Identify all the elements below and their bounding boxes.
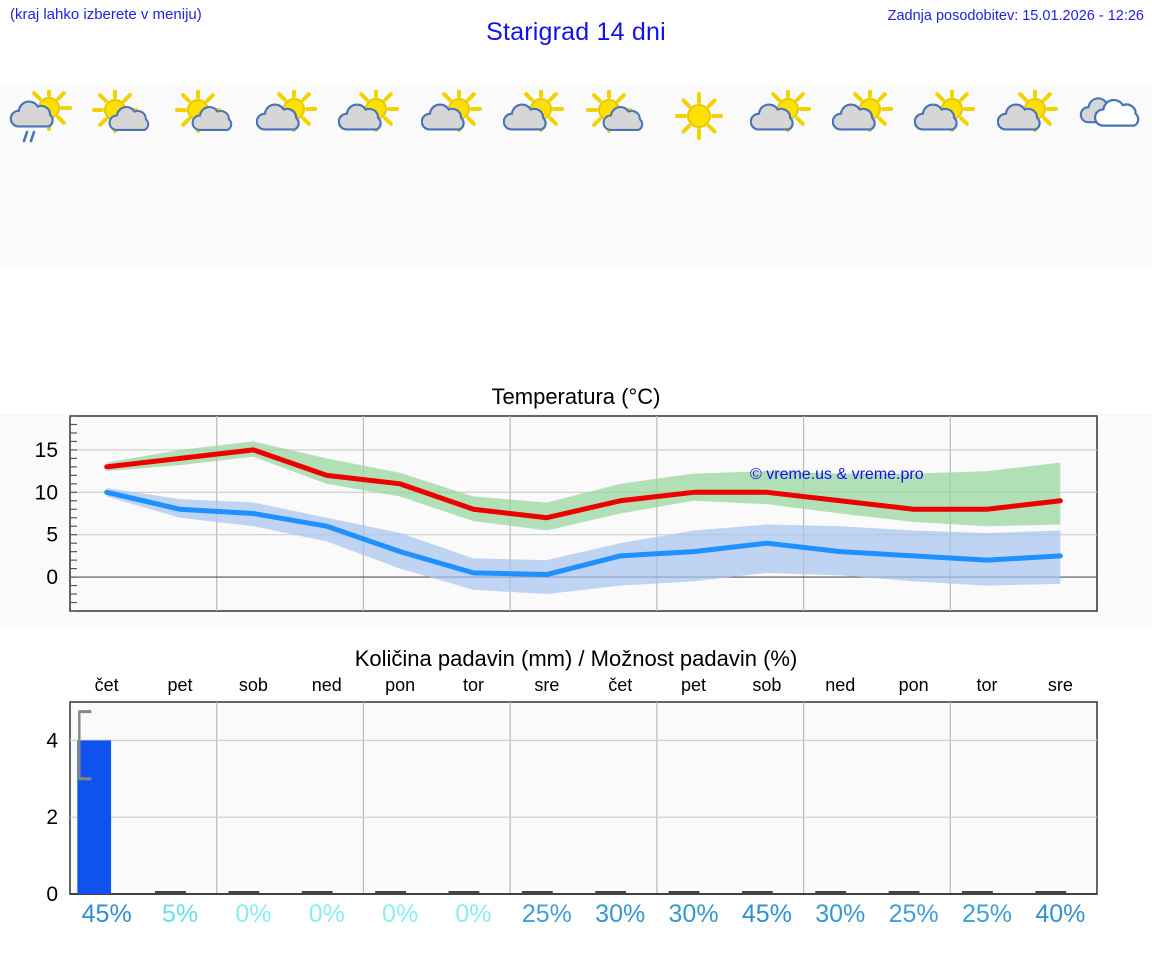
day-column[interactable]	[741, 84, 823, 268]
precipitation-probability: 0%	[308, 900, 345, 928]
sun-cloud-icon	[576, 89, 658, 145]
sun-cloud-icon	[82, 89, 164, 145]
precipitation-probability: 45%	[741, 900, 792, 928]
sun-icon	[658, 89, 740, 145]
precipitation-day-label: pon	[898, 675, 929, 695]
cloud-sun-icon	[494, 89, 576, 145]
svg-text:2: 2	[46, 806, 58, 829]
svg-text:4: 4	[46, 729, 58, 752]
day-column[interactable]	[494, 84, 576, 268]
temperature-chart-svg: 0 5 10 15	[35, 415, 1098, 612]
day-column[interactable]	[411, 84, 493, 268]
precipitation-probability: 40%	[1035, 900, 1086, 928]
cloud-sun-icon	[411, 89, 493, 145]
precipitation-day-label: sob	[752, 675, 782, 695]
precipitation-probability: 45%	[81, 900, 132, 928]
precipitation-day-label: sob	[238, 675, 268, 695]
precipitation-day-label: pet	[167, 675, 193, 695]
cloud-sun-icon	[741, 89, 823, 145]
precipitation-probability: 0%	[382, 900, 419, 928]
cloud-sun-icon	[329, 89, 411, 145]
day-column[interactable]	[82, 84, 164, 268]
cloud-sun-icon	[247, 89, 329, 145]
day-column[interactable]	[247, 84, 329, 268]
precipitation-probability: 25%	[888, 900, 939, 928]
svg-text:0: 0	[46, 883, 58, 903]
day-column[interactable]	[987, 84, 1069, 268]
sun-cloud-icon	[165, 89, 247, 145]
cloud-sun-icon	[987, 89, 1069, 145]
precipitation-day-label: tor	[976, 675, 998, 695]
daily-forecast-strip	[0, 84, 1152, 268]
precipitation-probability: 30%	[595, 900, 646, 928]
menu-hint-label: (kraj lahko izberete v meniju)	[10, 6, 202, 23]
precipitation-probability: 0%	[235, 900, 272, 928]
precipitation-day-label: sre	[1047, 675, 1073, 695]
precipitation-day-label: tor	[462, 675, 484, 695]
last-update-label: Zadnja posodobitev: 15.01.2026 - 12:26	[887, 8, 1144, 24]
precipitation-probability: 25%	[521, 900, 572, 928]
precipitation-probability: 0%	[455, 900, 492, 928]
precipitation-probability: 25%	[961, 900, 1013, 928]
day-column[interactable]	[329, 84, 411, 268]
cloud-sun-icon	[823, 89, 905, 145]
cloud-icon	[1070, 89, 1152, 145]
precipitation-chart-title: Količina padavin (mm) / Možnost padavin …	[354, 646, 798, 671]
precipitation-day-labels: čet pet sob ned pon tor sre čet pet sob ned pon tor s…	[70, 675, 1097, 699]
day-column[interactable]	[576, 84, 658, 268]
day-column[interactable]	[823, 84, 905, 268]
precipitation-probability: 30%	[668, 900, 719, 928]
precipitation-chart-svg: 0 2 4	[46, 701, 1098, 903]
svg-text:15: 15	[35, 439, 58, 462]
svg-text:0: 0	[46, 566, 58, 589]
day-column[interactable]	[165, 84, 247, 268]
temperature-chart-section: Temperatura (°C) 0 5 10 15	[0, 382, 1152, 628]
precipitation-day-label: čet	[608, 675, 633, 695]
precipitation-day-label: čet	[94, 675, 119, 695]
precipitation-probability-row: 45% 5% 0% 0% 0% 0% 25% 30% 30% 45% 30% 25% 25% 40%	[70, 900, 1097, 936]
precipitation-day-label: ned	[825, 675, 856, 695]
precipitation-day-label: pon	[385, 675, 416, 695]
day-column[interactable]	[0, 84, 82, 268]
precipitation-day-label: ned	[311, 675, 342, 695]
svg-text:10: 10	[35, 481, 58, 504]
day-column[interactable]	[1070, 84, 1152, 268]
copyright-label: © vreme.us & vreme.pro	[750, 466, 924, 483]
day-column[interactable]	[905, 84, 987, 268]
precipitation-probability: 5%	[161, 900, 199, 928]
page-title: Starigrad 14 dni	[486, 18, 666, 46]
precipitation-day-label: sre	[534, 675, 560, 695]
temperature-chart-title: Temperatura (°C)	[0, 382, 1152, 414]
precipitation-day-label: pet	[681, 675, 707, 695]
svg-text:5: 5	[46, 524, 58, 547]
sun-cloud-rain-icon	[0, 89, 82, 145]
precipitation-probability: 30%	[815, 900, 866, 928]
day-column[interactable]	[658, 84, 740, 268]
top-bar: (kraj lahko izberete v meniju) Starigrad…	[0, 0, 1152, 58]
cloud-sun-icon	[905, 89, 987, 145]
